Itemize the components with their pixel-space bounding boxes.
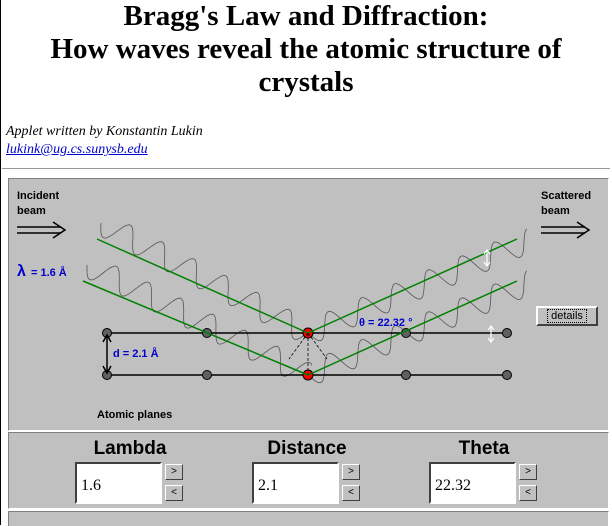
atomic-planes-group [102,327,512,381]
lambda-increase-button[interactable]: > [165,464,183,480]
theta-readout: θ = 22.32 ° [359,317,412,329]
incident-label-2: beam [17,205,46,217]
scattered-label-1: Scattered [541,190,591,202]
lambda-label: Lambda [93,438,167,459]
scattered-arrow-icon [541,221,591,239]
incident-wave [86,265,313,377]
divider [2,168,610,170]
beam-lines [82,238,518,376]
lambda-drag-handle-icon[interactable] [483,249,491,267]
lambda-symbol: λ [17,263,26,280]
bottom-panel [8,511,609,526]
distance-readout: d = 2.1 Å [113,347,159,360]
incident-wave [100,222,308,340]
theta-input[interactable] [429,462,516,504]
diffraction-canvas[interactable]: Incident beam Scattered beam [9,179,608,430]
title-line-1: Bragg's Law and Diffraction: [123,0,489,32]
page-title: Bragg's Law and Diffraction: How waves r… [0,0,612,99]
credit-block: Applet written by Konstantin Lukin lukin… [6,123,203,159]
lambda-decrease-button[interactable]: < [165,485,183,501]
theta-label: Theta [458,438,510,459]
distance-increase-button[interactable]: > [342,464,360,480]
incident-label-1: Incident [17,190,60,202]
atom [202,370,212,380]
left-edge-line [0,0,1,525]
distance-decrease-button[interactable]: < [342,485,360,501]
details-button[interactable]: details [536,306,598,326]
title-line-3: crystals [258,66,354,98]
distance-drag-handle-icon[interactable] [487,325,495,343]
theta-decrease-button[interactable]: < [519,485,537,501]
scattered-label-2: beam [541,205,570,217]
incident-beam-line [82,280,309,376]
path-difference-lines [288,332,328,375]
incident-beam-line [96,238,309,334]
atom [502,370,512,380]
lambda-value-label: = 1.6 Å [31,266,67,279]
theta-increase-button[interactable]: > [519,464,537,480]
distance-input[interactable] [252,462,339,504]
lambda-readout: λ = 1.6 Å [17,263,67,280]
distance-label: Distance [267,438,347,459]
scattered-wave [307,270,528,384]
atom [401,370,411,380]
scattered-wave [307,228,528,342]
scattered-beam-line [307,280,518,376]
bragg-applet[interactable]: Incident beam Scattered beam [8,178,609,431]
wave-traces [86,222,528,384]
title-line-2: How waves reveal the atomic structure of [50,33,562,65]
author-credit: Applet written by Konstantin Lukin [6,124,203,139]
scattered-beam-line [307,238,518,334]
details-button-label: details [547,309,587,323]
control-panel: Lambda > < Distance > < Theta > < [8,432,609,509]
author-email-link[interactable]: lukink@ug.cs.sunysb.edu [6,142,148,157]
lambda-input[interactable] [75,462,162,504]
spacing-marker-icon [102,333,112,375]
incident-arrow-icon [17,221,67,239]
atom [502,328,512,338]
atomic-planes-label: Atomic planes [97,409,172,421]
